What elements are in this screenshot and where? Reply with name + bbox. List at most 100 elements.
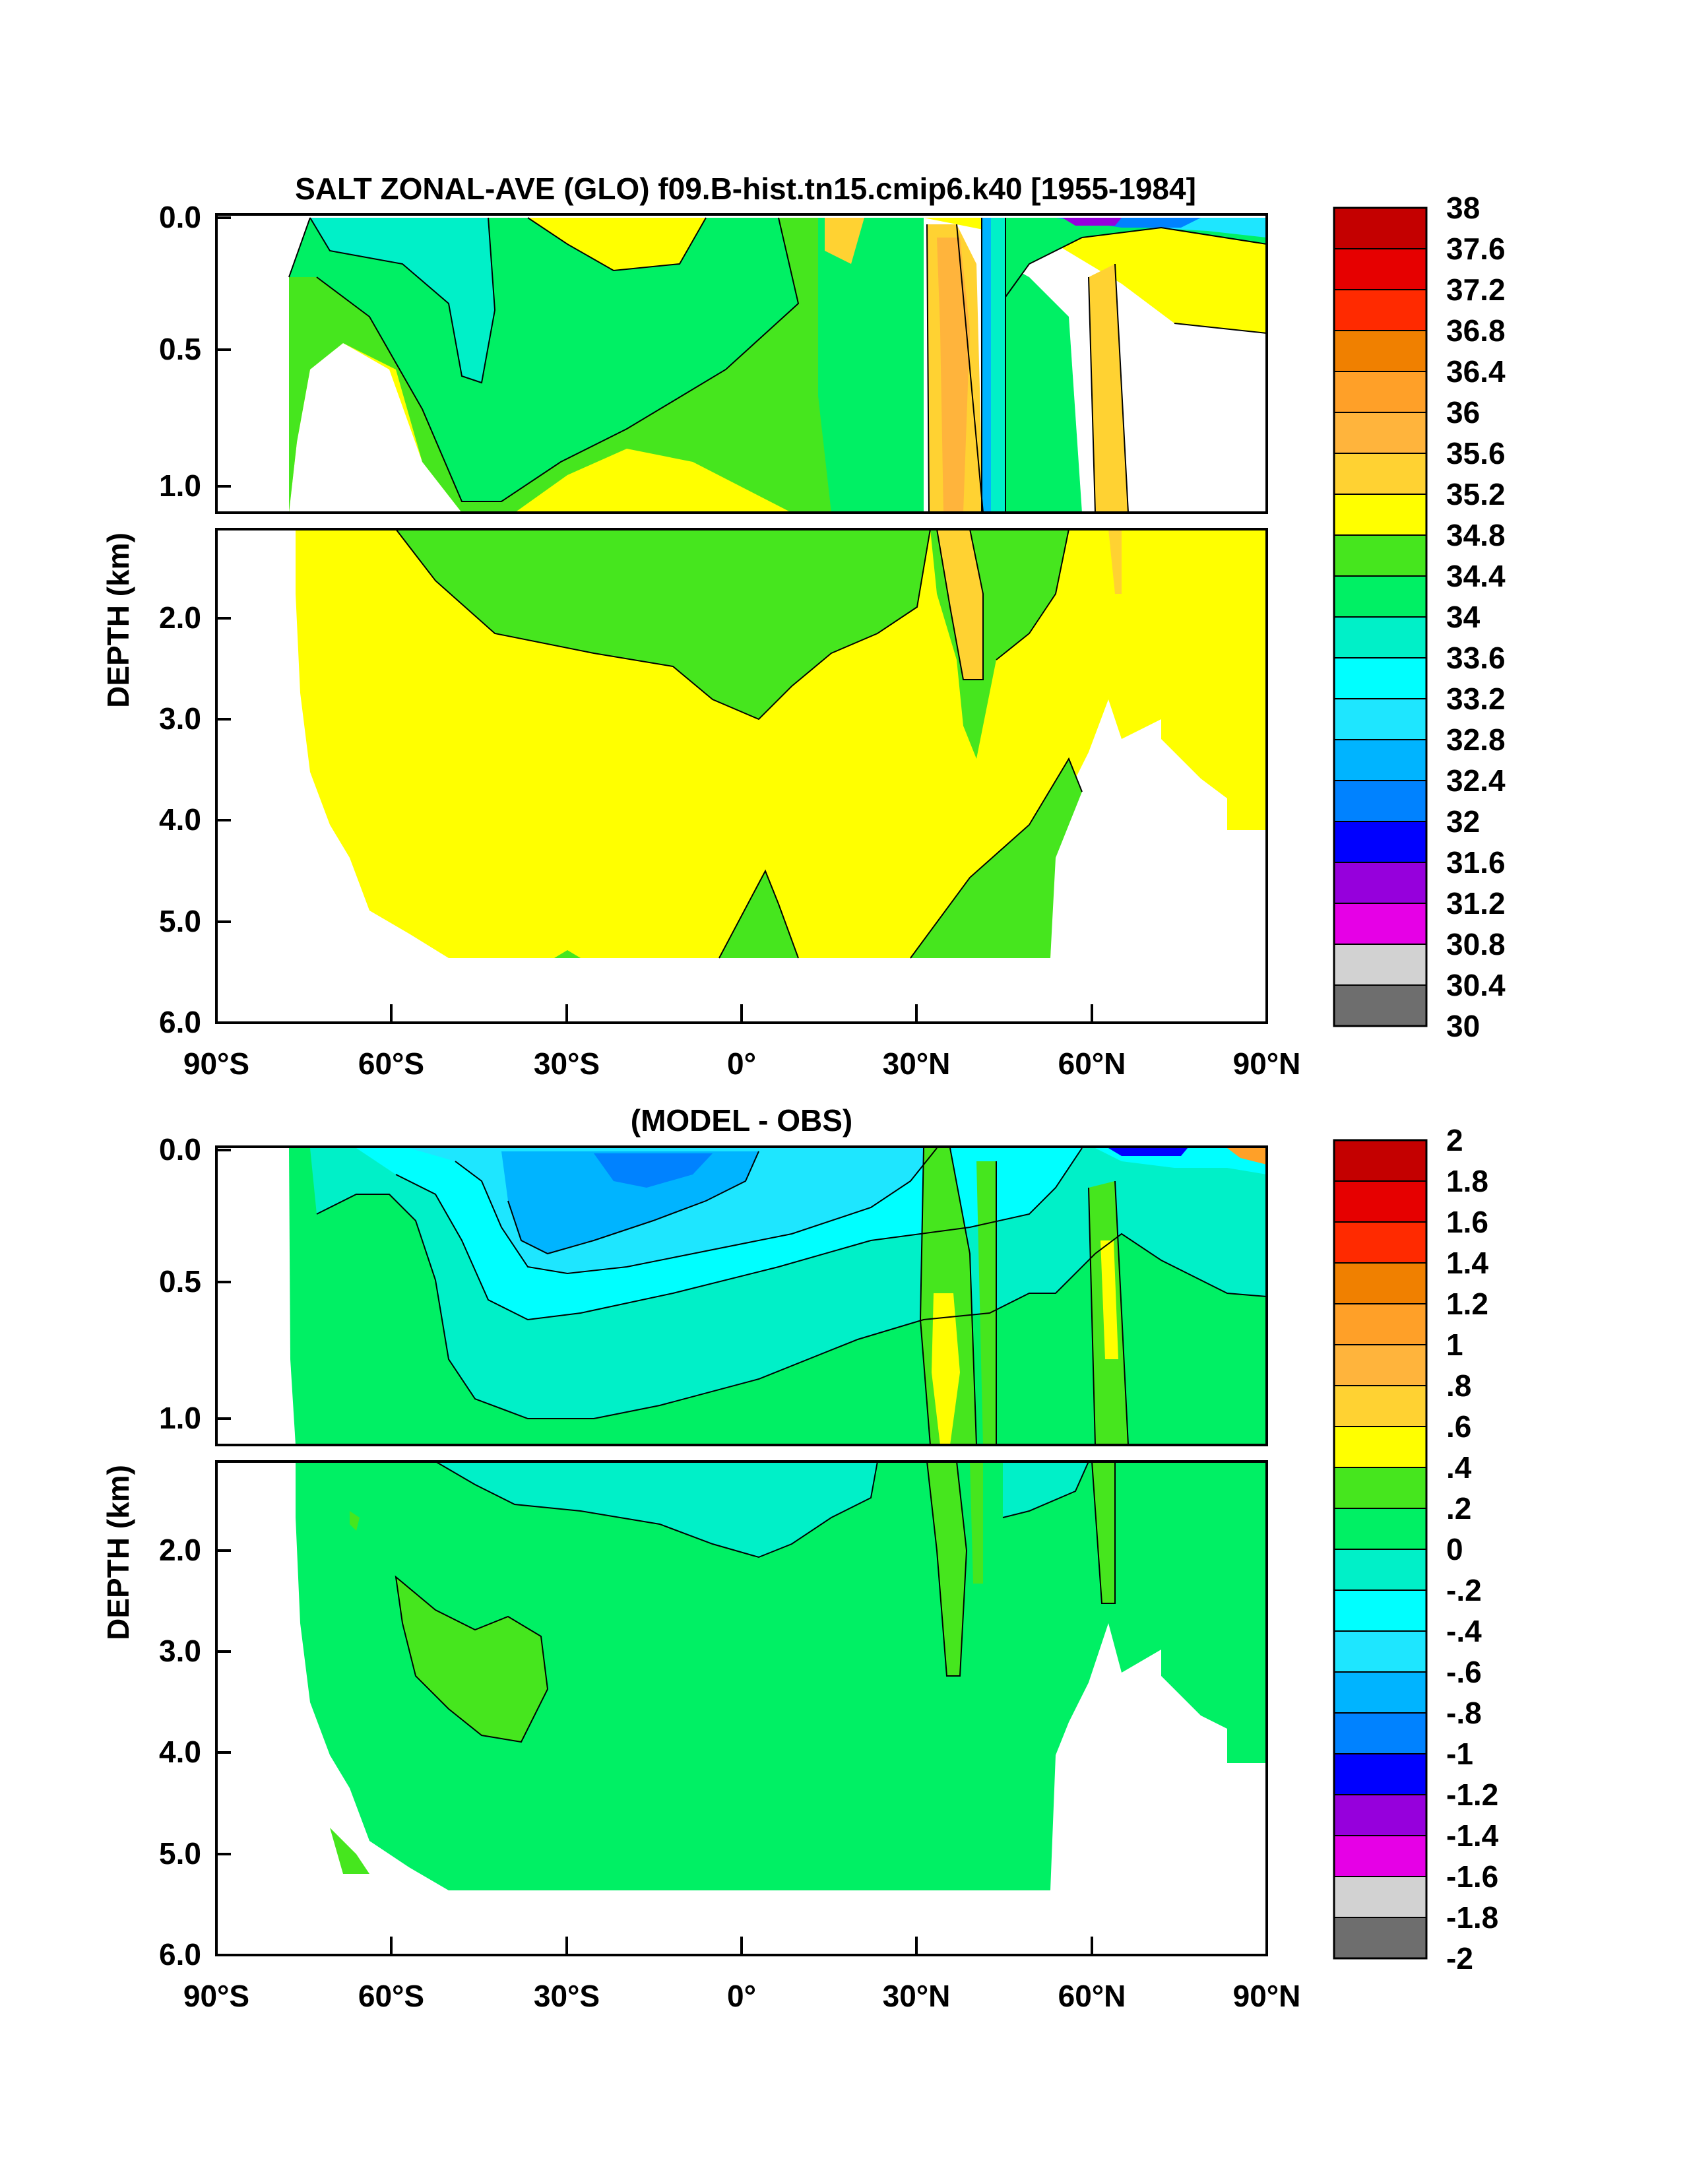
- colorbar-swatch: [1333, 1467, 1427, 1509]
- upper-frame: [215, 213, 1268, 514]
- colorbar-swatch: [1333, 1426, 1427, 1468]
- colorbar-swatch: [1333, 1876, 1427, 1918]
- x-tick-label: 30°N: [883, 1979, 951, 2013]
- colorbar-swatch: [1333, 371, 1427, 413]
- y-axis-upper: 0.0 0.5 1.0: [159, 200, 231, 503]
- colorbar-label: 1.4: [1446, 1246, 1488, 1280]
- colorbar-label: 2: [1446, 1123, 1463, 1157]
- x-tick-label: 60°S: [358, 1979, 424, 2013]
- colorbar-swatch: [1333, 657, 1427, 699]
- colorbar-swatch: [1333, 1303, 1427, 1345]
- colorbar-label: .4: [1446, 1450, 1472, 1485]
- y-axis-label: DEPTH (km): [101, 1465, 135, 1640]
- x-tick-label: 30°S: [534, 1046, 600, 1081]
- colorbar-swatch: [1333, 289, 1427, 331]
- colorbar-label: 38: [1446, 191, 1480, 225]
- colorbar-swatch: [1333, 1671, 1427, 1714]
- colorbar-swatch: [1333, 739, 1427, 781]
- y-tick-label: 0.0: [159, 200, 201, 234]
- y-tick-label: 2.0: [159, 1533, 201, 1567]
- y-tick-label: 6.0: [159, 1937, 201, 1972]
- colorbar-label: 36.8: [1446, 313, 1506, 348]
- colorbar-swatch: [1333, 984, 1427, 1027]
- lower-field: [216, 529, 1267, 1023]
- colorbar-label: -2: [1446, 1941, 1473, 1975]
- colorbar-swatch: [1333, 616, 1427, 658]
- x-tick-label: 60°N: [1058, 1979, 1126, 2013]
- panel-title: SALT ZONAL-AVE (GLO) f09.B-hist.tn15.cmi…: [295, 172, 1196, 206]
- colorbar-label: -.2: [1446, 1573, 1482, 1607]
- y-tick-label: 4.0: [159, 1735, 201, 1769]
- colorbar-swatch: [1333, 534, 1427, 577]
- colorbar-label: 1.6: [1446, 1205, 1488, 1239]
- colorbar-label: 31.2: [1446, 886, 1506, 920]
- colorbar-label: 37.6: [1446, 232, 1506, 266]
- colorbar-swatch: [1333, 1794, 1427, 1836]
- colorbar-swatch: [1333, 1344, 1427, 1386]
- colorbar-label: -1.4: [1446, 1818, 1499, 1853]
- y-tick-label: 0.5: [159, 332, 201, 366]
- colorbar-swatch: [1333, 1753, 1427, 1795]
- x-tick-label: 60°N: [1058, 1046, 1126, 1081]
- colorbar-label: 1.8: [1446, 1164, 1488, 1198]
- colorbar-label: 36: [1446, 395, 1480, 430]
- x-axis: 90°S 60°S 30°S 0° 30°N 60°N 90°N: [183, 1004, 1301, 1081]
- colorbar-swatch: [1333, 330, 1427, 372]
- y-tick-label: 0.0: [159, 1132, 201, 1167]
- colorbar-swatch: [1333, 1835, 1427, 1877]
- colorbar-label: -.4: [1446, 1614, 1482, 1648]
- colorbar-swatch: [1333, 1630, 1427, 1673]
- colorbar-label: 32: [1446, 804, 1480, 839]
- colorbar-label: 36.4: [1446, 354, 1506, 389]
- y-axis-upper: 0.0 0.5 1.0: [159, 1132, 231, 1435]
- colorbar-swatch: [1333, 1508, 1427, 1550]
- y-tick-label: 3.0: [159, 701, 201, 736]
- colorbar-label: 33.6: [1446, 641, 1506, 675]
- colorbar-swatch: [1333, 780, 1427, 822]
- colorbar-label: 30.8: [1446, 927, 1506, 961]
- panel-title: (MODEL - OBS): [631, 1103, 852, 1138]
- colorbar-top: 38 37.6 37.2 36.8 36.4 36 35.6 35.2 34.8 34.4 34 33…: [1333, 191, 1506, 1043]
- colorbar-swatch: [1333, 1917, 1427, 1959]
- x-tick-label: 30°N: [883, 1046, 951, 1081]
- colorbar-label: 30: [1446, 1009, 1480, 1043]
- lower-field: [216, 1461, 1267, 1955]
- colorbar-swatch: [1333, 862, 1427, 904]
- colorbar-label: 35.2: [1446, 477, 1506, 511]
- colorbar-swatch: [1333, 698, 1427, 740]
- colorbar-frame: [1333, 207, 1428, 1027]
- colorbar-swatch: [1333, 1221, 1427, 1264]
- x-tick-label: 90°N: [1233, 1979, 1301, 2013]
- colorbar-frame: [1333, 1139, 1428, 1960]
- colorbar-swatch: [1333, 248, 1427, 290]
- colorbar-swatch: [1333, 1549, 1427, 1591]
- colorbar-label: -.8: [1446, 1696, 1482, 1730]
- x-tick-label: 90°S: [183, 1979, 249, 2013]
- upper-field: [216, 1147, 1267, 1446]
- colorbar-label: 34.8: [1446, 518, 1506, 552]
- colorbar-label: 33.2: [1446, 682, 1506, 716]
- colorbar-swatch: [1333, 494, 1427, 536]
- colorbar-swatch: [1333, 453, 1427, 495]
- upper-frame: [215, 1145, 1268, 1446]
- x-tick-label: 90°N: [1233, 1046, 1301, 1081]
- colorbar-bottom: 21.81.61.41.21.8.6.4.20-.2-.4-.6-.8-1-1.…: [1333, 1123, 1499, 1975]
- x-tick-label: 30°S: [534, 1979, 600, 2013]
- x-tick-label: 0°: [727, 1979, 756, 2013]
- y-axis-lower: 2.0 3.0 4.0 5.0 6.0: [159, 1533, 231, 1972]
- colorbar-label: 32.4: [1446, 763, 1506, 798]
- colorbar-label: 34.4: [1446, 559, 1506, 593]
- colorbar-label: 1.2: [1446, 1287, 1488, 1321]
- y-tick-label: 4.0: [159, 802, 201, 837]
- colorbar-swatch: [1333, 575, 1427, 618]
- colorbar-label: 31.6: [1446, 845, 1506, 880]
- y-tick-label: 2.0: [159, 600, 201, 635]
- colorbar-label: 35.6: [1446, 436, 1506, 470]
- y-tick-label: 5.0: [159, 904, 201, 938]
- colorbar-swatch: [1333, 1140, 1427, 1182]
- colorbar-label: -1.6: [1446, 1859, 1498, 1894]
- colorbar-swatch: [1333, 1712, 1427, 1754]
- colorbar-label: .6: [1446, 1409, 1471, 1444]
- colorbar-label: .2: [1446, 1491, 1471, 1526]
